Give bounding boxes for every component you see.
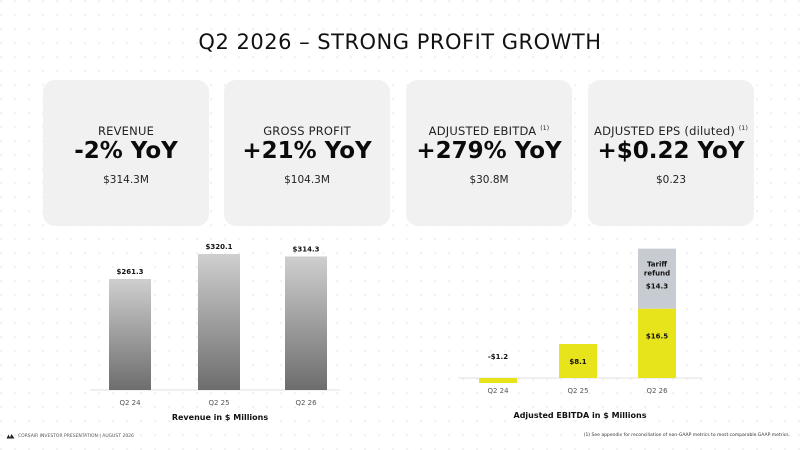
footer-text: CORSAIR INVESTOR PRESENTATION | AUGUST 2… <box>18 433 134 439</box>
data-label: -$1.2 <box>488 353 508 361</box>
data-label: $320.1 <box>205 243 232 251</box>
card-label-text: ADJUSTED EPS (diluted) <box>594 124 736 138</box>
ebitda-chart: -$1.2 Q2 24 $8.1 Q2 25 Tariff refund $14.3 $16.… <box>458 248 702 420</box>
card-label-text: ADJUSTED EBITDA <box>428 124 537 138</box>
card-value: -2% YoY <box>74 138 178 164</box>
card-label: ADJUSTED EPS (diluted) (1) <box>588 124 754 138</box>
footnote-marker: (1) <box>738 125 748 133</box>
gross-profit-card: GROSS PROFIT +21% YoY $104.3M <box>224 80 390 226</box>
data-label: $261.3 <box>116 268 143 276</box>
card-subvalue: $0.23 <box>655 174 687 186</box>
x-tick-label: Q2 24 <box>119 399 141 407</box>
card-value: +21% YoY <box>242 138 372 164</box>
data-label: $8.1 <box>569 358 586 366</box>
revenue-chart: $261.3 Q2 24 $320.1 Q2 25 $314.3 Q2 26 Revenue… <box>90 243 340 422</box>
card-label: ADJUSTED EBITDA (1) <box>406 124 572 138</box>
x-tick-label: Q2 25 <box>208 399 229 407</box>
data-label: $16.5 <box>646 332 668 340</box>
x-tick-label: Q2 26 <box>646 387 668 395</box>
card-subvalue: $104.3M <box>284 174 330 186</box>
card-label-text: GROSS PROFIT <box>263 124 351 138</box>
card-value: +$0.22 YoY <box>597 138 745 164</box>
card-subvalue: $314.3M <box>103 174 149 186</box>
footnote: (1) See appendix for reconciliation of n… <box>583 433 790 438</box>
tariff-refund-bar <box>638 248 676 309</box>
card-label: GROSS PROFIT <box>224 124 390 138</box>
data-label: $314.3 <box>292 245 319 253</box>
ebitda-bar <box>638 308 676 378</box>
card-subvalue: $30.8M <box>469 174 509 186</box>
revenue-bar <box>198 254 240 390</box>
revenue-bar <box>285 256 327 390</box>
card-label: REVENUE <box>43 124 209 138</box>
series-label: Tariff refund <box>644 261 670 278</box>
footnote-marker: (1) <box>540 125 550 133</box>
ebitda-bar <box>559 343 597 378</box>
chart-title: Adjusted EBITDA in $ Millions <box>514 411 647 420</box>
x-tick-label: Q2 26 <box>295 399 317 407</box>
data-label: $14.3 <box>646 283 668 291</box>
page-title: Q2 2026 – STRONG PROFIT GROWTH <box>198 30 602 54</box>
x-tick-label: Q2 24 <box>487 387 509 395</box>
corsair-logo-icon <box>6 434 15 439</box>
ebitda-bar <box>479 378 517 384</box>
card-value: +279% YoY <box>416 138 562 164</box>
chart-title: Revenue in $ Millions <box>172 413 269 422</box>
revenue-card: REVENUE -2% YoY $314.3M <box>43 80 209 226</box>
card-label-text: REVENUE <box>97 124 155 138</box>
footer-left: CORSAIR INVESTOR PRESENTATION | AUGUST 2… <box>6 433 134 439</box>
x-tick-label: Q2 25 <box>567 387 588 395</box>
adjusted-eps-card: ADJUSTED EPS (diluted) (1) +$0.22 YoY $0… <box>588 80 754 226</box>
adjusted-ebitda-card: ADJUSTED EBITDA (1) +279% YoY $30.8M <box>406 80 572 226</box>
revenue-bar <box>109 278 151 390</box>
